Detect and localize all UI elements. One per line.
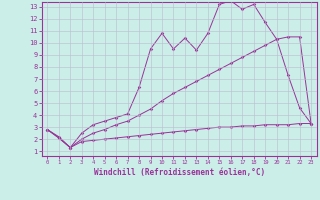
X-axis label: Windchill (Refroidissement éolien,°C): Windchill (Refroidissement éolien,°C) bbox=[94, 168, 265, 177]
